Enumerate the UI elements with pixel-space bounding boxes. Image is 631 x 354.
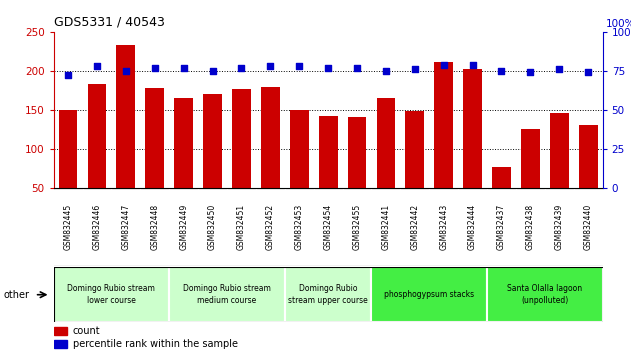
Text: GSM832439: GSM832439 bbox=[555, 204, 563, 250]
Point bbox=[208, 68, 218, 74]
Text: Domingo Rubio
stream upper course: Domingo Rubio stream upper course bbox=[288, 284, 368, 305]
Bar bbox=[463, 69, 482, 227]
Bar bbox=[434, 62, 453, 227]
Text: GSM832452: GSM832452 bbox=[266, 204, 275, 250]
Bar bbox=[203, 94, 222, 227]
Text: GSM832438: GSM832438 bbox=[526, 204, 535, 250]
Point bbox=[497, 68, 507, 74]
Bar bbox=[290, 110, 309, 227]
Point bbox=[352, 65, 362, 70]
Text: GSM832454: GSM832454 bbox=[324, 204, 333, 250]
Bar bbox=[377, 98, 395, 227]
Text: GSM832441: GSM832441 bbox=[381, 204, 391, 250]
Bar bbox=[319, 116, 338, 227]
Bar bbox=[59, 110, 78, 227]
Text: GSM832444: GSM832444 bbox=[468, 204, 477, 250]
Point bbox=[583, 69, 593, 75]
Bar bbox=[174, 98, 193, 227]
Text: 100%: 100% bbox=[605, 19, 631, 29]
Bar bbox=[579, 125, 598, 227]
Text: GSM832437: GSM832437 bbox=[497, 204, 506, 250]
Text: Santa Olalla lagoon
(unpolluted): Santa Olalla lagoon (unpolluted) bbox=[507, 284, 582, 305]
Bar bbox=[405, 111, 424, 227]
Bar bbox=[487, 267, 603, 322]
Text: GSM832455: GSM832455 bbox=[353, 204, 362, 250]
Point bbox=[294, 63, 304, 69]
Point bbox=[410, 67, 420, 72]
Point bbox=[265, 63, 275, 69]
Point bbox=[92, 63, 102, 69]
Text: other: other bbox=[3, 290, 29, 300]
Bar bbox=[372, 267, 487, 322]
Text: GSM832451: GSM832451 bbox=[237, 204, 246, 250]
Bar bbox=[261, 87, 280, 227]
Point bbox=[63, 73, 73, 78]
Bar bbox=[285, 267, 372, 322]
Text: Domingo Rubio stream
medium course: Domingo Rubio stream medium course bbox=[183, 284, 271, 305]
Point bbox=[554, 67, 564, 72]
Point bbox=[468, 62, 478, 67]
Text: GSM832447: GSM832447 bbox=[121, 204, 131, 250]
Bar bbox=[550, 113, 569, 227]
Text: GSM832449: GSM832449 bbox=[179, 204, 188, 250]
Point bbox=[237, 65, 247, 70]
Text: GSM832448: GSM832448 bbox=[150, 204, 159, 250]
Text: GSM832440: GSM832440 bbox=[584, 204, 593, 250]
Point bbox=[439, 62, 449, 67]
Text: GSM832442: GSM832442 bbox=[410, 204, 419, 250]
Point bbox=[179, 65, 189, 70]
Point bbox=[323, 65, 333, 70]
Text: percentile rank within the sample: percentile rank within the sample bbox=[73, 339, 238, 349]
Bar bbox=[54, 341, 68, 348]
Point bbox=[526, 69, 536, 75]
Point bbox=[381, 68, 391, 74]
Bar bbox=[521, 129, 540, 227]
Text: GSM832443: GSM832443 bbox=[439, 204, 448, 250]
Bar bbox=[169, 267, 285, 322]
Bar bbox=[54, 327, 68, 335]
Text: GSM832445: GSM832445 bbox=[64, 204, 73, 250]
Point bbox=[121, 68, 131, 74]
Bar bbox=[348, 117, 367, 227]
Text: GSM832453: GSM832453 bbox=[295, 204, 304, 250]
Text: GDS5331 / 40543: GDS5331 / 40543 bbox=[54, 15, 165, 28]
Text: GSM832450: GSM832450 bbox=[208, 204, 217, 250]
Text: count: count bbox=[73, 326, 100, 336]
Bar bbox=[54, 267, 169, 322]
Bar bbox=[492, 167, 511, 227]
Text: GSM832446: GSM832446 bbox=[93, 204, 102, 250]
Point bbox=[150, 65, 160, 70]
Bar bbox=[232, 89, 251, 227]
Bar bbox=[145, 88, 164, 227]
Text: Domingo Rubio stream
lower course: Domingo Rubio stream lower course bbox=[68, 284, 155, 305]
Bar bbox=[88, 84, 107, 227]
Bar bbox=[117, 45, 135, 227]
Text: phosphogypsum stacks: phosphogypsum stacks bbox=[384, 290, 475, 299]
